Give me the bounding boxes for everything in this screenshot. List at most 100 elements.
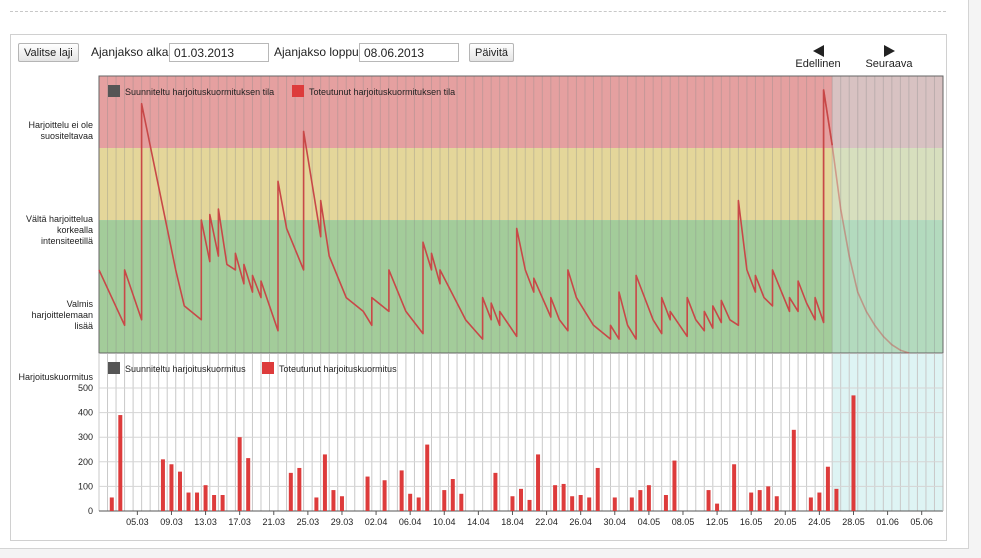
x-tick-label: 25.03: [297, 517, 320, 527]
actual-state-legend-swatch: [292, 85, 304, 97]
x-tick-label: 02.04: [365, 517, 388, 527]
state-zone-band: [99, 148, 943, 221]
load-bar: [732, 464, 737, 511]
load-bar: [288, 472, 293, 511]
load-bar: [399, 470, 404, 511]
date-range-toolbar: Valitse laji Ajanjakso alkaa Ajanjakso l…: [11, 35, 946, 75]
forecast-overlay: [832, 354, 943, 511]
load-bar: [587, 497, 592, 511]
period-start-label: Ajanjakso alkaa: [91, 45, 176, 59]
state-zone-band: [99, 76, 943, 149]
load-bar: [578, 495, 583, 511]
load-bar: [416, 497, 421, 511]
y-tick-label: 500: [78, 383, 93, 393]
load-bar: [817, 492, 822, 511]
actual-load-legend-swatch: [262, 362, 274, 374]
load-bar: [561, 483, 566, 511]
x-tick-label: 18.04: [501, 517, 524, 527]
x-tick-label: 20.05: [774, 517, 797, 527]
zone-label: Valmis harjoittelemaan lisää: [31, 299, 93, 331]
x-tick-label: 24.05: [808, 517, 831, 527]
next-label: Seuraava: [865, 58, 913, 70]
load-bar: [766, 486, 771, 511]
load-bar: [638, 490, 643, 511]
x-tick-label: 21.03: [263, 517, 286, 527]
x-tick-label: 30.04: [604, 517, 627, 527]
load-bar: [757, 490, 762, 511]
zone-label: Harjoittelu ei ole suositeltavaa: [28, 120, 93, 141]
x-tick-label: 04.05: [638, 517, 661, 527]
load-bar: [527, 499, 532, 511]
load-bar: [519, 488, 523, 511]
legend-label: Toteutunut harjoituskuormitus: [279, 364, 397, 374]
load-bar: [553, 485, 558, 511]
load-bar: [510, 496, 515, 511]
legend-label: Toteutunut harjoituskuormituksen tila: [309, 87, 455, 97]
x-tick-label: 08.05: [672, 517, 695, 527]
load-bar: [237, 437, 242, 511]
load-bar: [442, 490, 447, 511]
load-bar: [220, 495, 225, 511]
load-bar: [851, 395, 856, 511]
load-bar: [672, 460, 677, 511]
x-tick-label: 06.04: [399, 517, 422, 527]
load-bar: [450, 479, 455, 511]
load-bar: [834, 488, 839, 511]
period-start-field[interactable]: [169, 43, 269, 62]
update-button[interactable]: Päivitä: [469, 43, 515, 62]
legend-label: Suunniteltu harjoituskuormitus: [125, 364, 246, 374]
x-tick-label: 17.03: [228, 517, 251, 527]
select-sport-button[interactable]: Valitse laji: [18, 43, 79, 62]
load-bar: [425, 444, 430, 511]
load-bar: [749, 492, 754, 511]
zone-label: Vältä harjoittelua korkealla intensiteetil…: [26, 214, 93, 246]
previous-label: Edellinen: [795, 58, 841, 70]
load-bar: [774, 496, 779, 511]
arrow-right-icon: [883, 45, 895, 57]
load-bar: [297, 467, 302, 511]
load-bar: [408, 493, 413, 511]
load-bar: [715, 503, 720, 511]
load-bar: [808, 497, 813, 511]
next-period-button[interactable]: Seuraava: [862, 45, 916, 70]
load-bar: [365, 476, 370, 511]
previous-period-button[interactable]: Edellinen: [792, 45, 844, 70]
y-tick-label: 200: [78, 457, 93, 467]
load-bar: [195, 492, 200, 511]
load-bar: [322, 454, 327, 511]
state-chart-frame: [98, 75, 944, 354]
planned-state-legend-swatch: [108, 85, 120, 97]
load-bar: [825, 466, 830, 511]
y-tick-label: 300: [78, 432, 93, 442]
x-tick-label: 14.04: [467, 517, 490, 527]
load-bar: [646, 485, 651, 511]
actual-state-line: [98, 89, 833, 340]
load-bar: [570, 496, 575, 511]
forecast-overlay: [832, 76, 943, 353]
x-tick-label: 16.05: [740, 517, 763, 527]
load-bar: [314, 497, 319, 511]
load-bar: [612, 497, 617, 511]
x-tick-label: 05.06: [910, 517, 933, 527]
load-bar: [109, 497, 114, 511]
load-bar: [791, 429, 796, 511]
period-end-field[interactable]: [359, 43, 459, 62]
x-tick-label: 12.05: [706, 517, 729, 527]
x-tick-label: 09.03: [160, 517, 183, 527]
y-tick-label: 400: [78, 408, 93, 418]
load-bar: [118, 415, 123, 511]
y-tick-label: 100: [78, 481, 93, 491]
legend-label: Suunniteltu harjoituskuormituksen tila: [125, 87, 274, 97]
load-bar: [169, 464, 174, 511]
load-bar: [177, 471, 182, 511]
x-tick-label: 29.03: [331, 517, 354, 527]
forecast-state-line: [822, 89, 910, 354]
x-tick-label: 28.05: [842, 517, 865, 527]
section-divider: [10, 11, 946, 12]
page-panel: Valitse laji Ajanjakso alkaa Ajanjakso l…: [0, 0, 969, 549]
load-bar: [663, 495, 668, 511]
load-bar: [339, 496, 344, 511]
load-bar: [382, 480, 387, 511]
load-bar: [536, 454, 541, 511]
